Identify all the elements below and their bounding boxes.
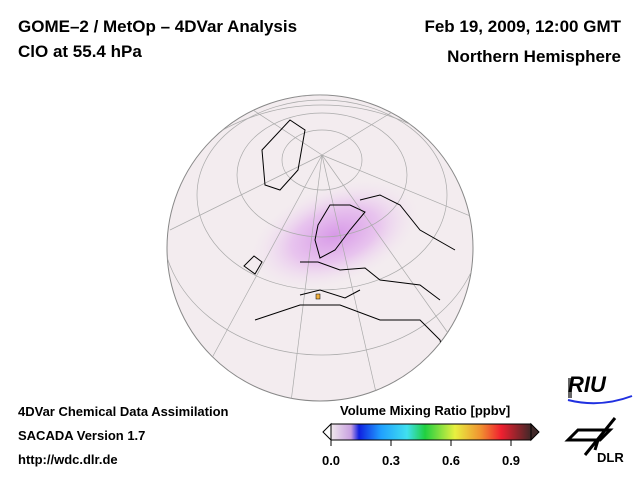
riu-logo-text: RIU: [568, 372, 606, 397]
riu-logo-icon: [567, 378, 633, 405]
colorbar-tick: 0.0: [321, 453, 341, 468]
clo-enhancement: [248, 178, 422, 292]
dlr-logo-icon: [564, 417, 617, 456]
colorbar-tick: 0.3: [381, 453, 401, 468]
map-region: Northern Hemisphere: [447, 47, 621, 66]
colorbar-tick: 0.6: [441, 453, 461, 468]
colorbar: [322, 422, 540, 446]
map-title: GOME–2 / MetOp – 4DVar Analysis: [18, 17, 298, 36]
map-date: Feb 19, 2009, 12:00 GMT: [424, 17, 621, 36]
footer-line-2: SACADA Version 1.7: [18, 428, 146, 443]
colorbar-tick: 0.9: [501, 453, 521, 468]
colorbar-title: Volume Mixing Ratio [ppbv]: [340, 403, 511, 418]
footer-line-1: 4DVar Chemical Data Assimilation: [18, 404, 229, 419]
footer-url[interactable]: http://wdc.dlr.de: [18, 452, 118, 467]
coastlines: [243, 119, 456, 381]
dlr-logo-text: DLR: [597, 450, 624, 465]
map-subtitle: ClO at 55.4 hPa: [18, 42, 142, 61]
